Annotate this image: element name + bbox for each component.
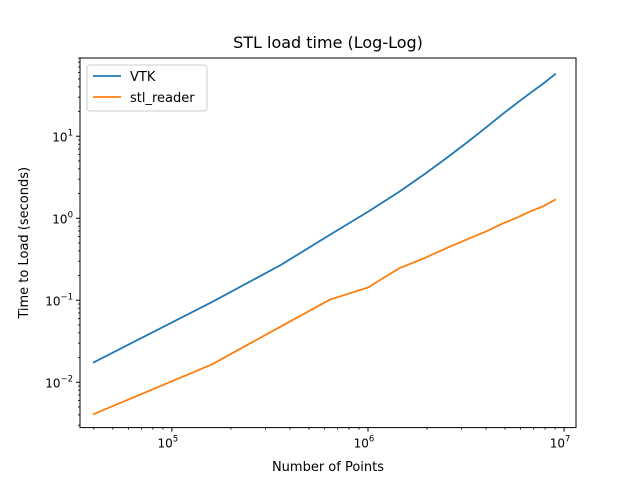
- y-tick-label: 100: [52, 210, 73, 226]
- legend: VTK stl_reader: [86, 64, 208, 112]
- legend-label-0: VTK: [130, 70, 156, 85]
- y-tick-label: 10−1: [45, 292, 73, 308]
- x-tick-label: 105: [158, 435, 179, 451]
- series-line-1: [92, 198, 557, 416]
- chart-title: STL load time (Log-Log): [233, 33, 423, 52]
- y-tick-label: 10−2: [45, 374, 73, 390]
- y-tick-label: 101: [52, 128, 73, 144]
- x-tick-label: 106: [354, 435, 375, 451]
- x-tick-label: 107: [550, 435, 571, 451]
- series-line-0: [92, 73, 557, 364]
- y-axis-label: Time to Load (seconds): [17, 167, 32, 320]
- legend-label-1: stl_reader: [130, 91, 195, 106]
- plot-area: [92, 73, 557, 416]
- x-axis-label: Number of Points: [272, 460, 384, 475]
- tick-layer: 105 106 107 10−2 10−1 100 101: [45, 57, 571, 451]
